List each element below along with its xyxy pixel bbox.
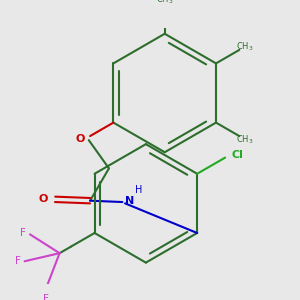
Text: CH$_3$: CH$_3$ xyxy=(236,40,254,53)
Text: F: F xyxy=(15,256,21,266)
Text: CH$_3$: CH$_3$ xyxy=(156,0,173,6)
Text: F: F xyxy=(20,228,26,238)
Text: N: N xyxy=(124,196,134,206)
Text: O: O xyxy=(39,194,48,204)
Text: CH$_3$: CH$_3$ xyxy=(236,133,254,146)
Text: O: O xyxy=(75,134,85,144)
Text: Cl: Cl xyxy=(232,150,244,160)
Text: H: H xyxy=(135,185,143,195)
Text: F: F xyxy=(43,294,49,300)
